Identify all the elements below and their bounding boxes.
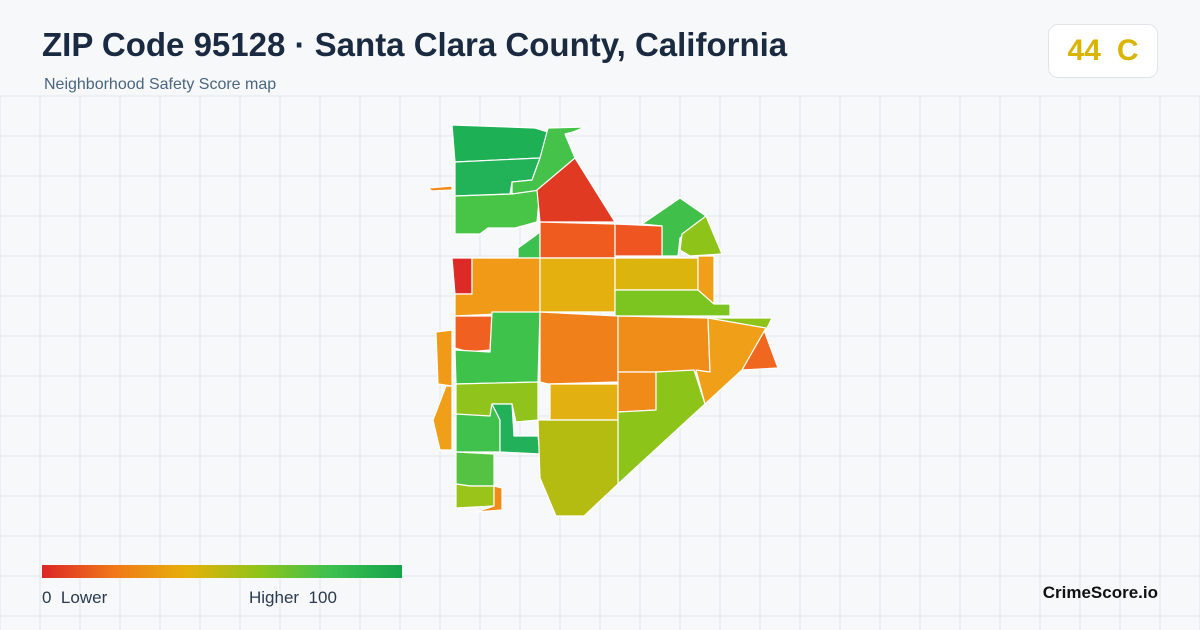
score-grade: C <box>1116 34 1139 67</box>
legend-high-value: 100 <box>308 588 337 607</box>
region-center-south-yellow[interactable] <box>549 383 619 421</box>
legend-low-label: Lower <box>60 588 108 607</box>
region-center-yellow[interactable] <box>539 257 616 313</box>
region-west-3[interactable] <box>454 189 541 235</box>
legend-high: Higher 100 <box>249 588 337 608</box>
region-south-olive[interactable] <box>537 419 619 517</box>
region-west-small-red[interactable] <box>454 315 493 353</box>
page-subtitle: Neighborhood Safety Score map <box>44 76 277 93</box>
legend-low-value: 0 <box>42 588 52 607</box>
region-west-green-small[interactable] <box>517 231 541 259</box>
region-southwest-green-2[interactable] <box>455 451 495 487</box>
brand-logo: CrimeScore.io <box>1042 583 1158 602</box>
region-center-north-2[interactable] <box>614 223 663 257</box>
legend-low: 0 Lower <box>42 588 107 608</box>
page-title: ZIP Code 95128 · Santa Clara County, Cal… <box>42 26 788 63</box>
score-value: 44 <box>1067 34 1101 67</box>
region-center-orange[interactable] <box>539 311 619 385</box>
region-northwest-dash[interactable] <box>427 185 453 192</box>
region-west-edge-orange[interactable] <box>435 329 453 387</box>
legend-high-label: Higher <box>249 588 300 607</box>
region-southwest-lime-2[interactable] <box>455 483 495 509</box>
legend-gradient-bar <box>42 565 402 578</box>
region-east-yellow[interactable] <box>614 257 699 291</box>
region-east-orange[interactable] <box>617 315 711 373</box>
region-south-tiny-orange[interactable] <box>475 485 503 513</box>
region-northwest-1[interactable] <box>451 124 549 163</box>
region-west-edge-orange-2[interactable] <box>432 385 453 451</box>
score-badge: 44 C <box>1048 24 1158 78</box>
region-south-orange[interactable] <box>617 371 657 413</box>
region-west-red[interactable] <box>451 257 473 295</box>
region-center-north-1[interactable] <box>539 221 616 259</box>
region-northeast-lime[interactable] <box>679 215 723 257</box>
